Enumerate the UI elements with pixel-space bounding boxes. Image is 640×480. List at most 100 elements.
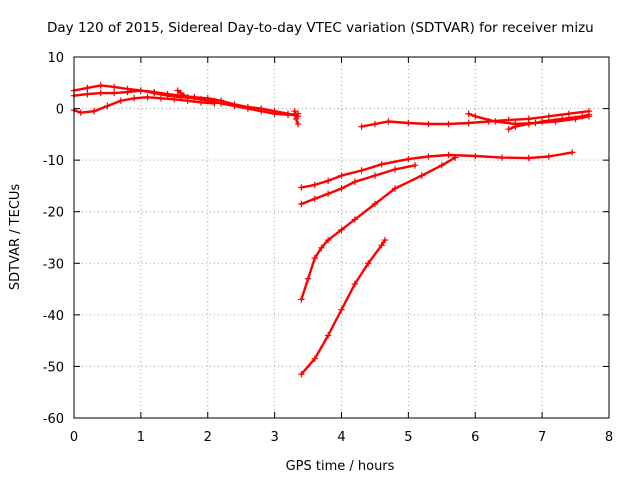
data-point-marker bbox=[311, 181, 318, 189]
data-point-marker bbox=[505, 126, 512, 133]
x-tick-label: 6 bbox=[471, 430, 479, 445]
x-tick-label: 3 bbox=[270, 430, 278, 445]
data-point-marker bbox=[318, 244, 325, 252]
data-point-marker bbox=[351, 280, 359, 288]
data-point-marker bbox=[97, 89, 104, 97]
data-point-marker bbox=[371, 120, 379, 128]
data-point-marker bbox=[244, 105, 252, 112]
data-point-marker bbox=[558, 115, 566, 123]
series-track bbox=[298, 149, 576, 191]
data-point-marker bbox=[378, 161, 385, 168]
data-point-marker bbox=[451, 154, 459, 161]
data-point-marker bbox=[311, 254, 318, 262]
data-point-marker bbox=[338, 306, 345, 313]
data-point-marker bbox=[371, 200, 379, 208]
data-point-marker bbox=[177, 89, 185, 97]
data-point-marker bbox=[258, 107, 265, 115]
data-point-marker bbox=[137, 87, 145, 94]
x-tick-label: 5 bbox=[404, 430, 412, 445]
y-tick-label: -10 bbox=[43, 154, 64, 169]
x-tick-label: 2 bbox=[204, 430, 212, 445]
data-point-marker bbox=[311, 195, 318, 203]
series-line bbox=[72, 96, 216, 114]
data-point-marker bbox=[110, 89, 118, 97]
data-point-marker bbox=[157, 95, 165, 102]
data-point-marker bbox=[525, 120, 532, 128]
data-point-marker bbox=[465, 119, 472, 127]
data-point-marker bbox=[365, 260, 372, 267]
series-track bbox=[358, 107, 593, 130]
data-point-marker bbox=[151, 89, 158, 97]
y-tick-label: 0 bbox=[56, 103, 64, 118]
y-tick-label: -40 bbox=[43, 309, 64, 324]
data-point-marker bbox=[358, 167, 365, 174]
data-point-marker bbox=[418, 172, 425, 179]
data-series bbox=[70, 82, 593, 378]
series-track bbox=[298, 162, 419, 208]
data-point-marker bbox=[311, 355, 318, 362]
y-tick-label: -30 bbox=[43, 257, 64, 272]
data-point-marker bbox=[405, 155, 412, 163]
data-point-marker bbox=[90, 107, 98, 115]
data-point-marker bbox=[425, 153, 432, 160]
data-point-marker bbox=[184, 94, 191, 101]
data-point-marker bbox=[292, 115, 300, 123]
data-point-marker bbox=[445, 120, 452, 128]
data-point-marker bbox=[298, 200, 305, 208]
data-point-marker bbox=[130, 95, 138, 102]
data-point-marker bbox=[512, 123, 519, 130]
data-point-marker bbox=[284, 111, 292, 118]
data-point-marker bbox=[110, 83, 118, 91]
data-point-marker bbox=[298, 184, 305, 191]
data-point-marker bbox=[411, 162, 419, 169]
series-track bbox=[70, 87, 302, 118]
data-point-marker bbox=[405, 119, 412, 127]
data-point-marker bbox=[231, 102, 238, 110]
data-point-marker bbox=[291, 107, 298, 115]
axis-ticks: 0 1 2 3 4 5 6 7 8 -60 -50 -40 -30 -20 -10 0 10 bbox=[43, 51, 613, 445]
data-point-marker bbox=[104, 102, 111, 110]
data-point-marker bbox=[117, 97, 125, 105]
data-point-marker bbox=[124, 88, 131, 96]
y-axis-label: SDTVAR / TECUs bbox=[8, 184, 23, 291]
series-track bbox=[298, 154, 459, 303]
data-point-marker bbox=[338, 226, 345, 233]
data-point-marker bbox=[324, 332, 332, 339]
x-tick-label: 4 bbox=[337, 430, 345, 445]
series-line bbox=[300, 238, 387, 376]
data-point-marker bbox=[217, 100, 225, 107]
data-point-marker bbox=[84, 84, 91, 92]
data-point-marker bbox=[144, 94, 151, 101]
data-point-marker bbox=[171, 96, 178, 103]
data-point-marker bbox=[304, 275, 312, 282]
data-point-marker bbox=[298, 296, 305, 303]
data-point-marker bbox=[472, 152, 479, 160]
data-point-marker bbox=[579, 113, 586, 120]
data-point-marker bbox=[569, 149, 576, 156]
x-tick-label: 0 bbox=[70, 430, 78, 445]
data-point-marker bbox=[545, 153, 553, 160]
data-point-marker bbox=[351, 216, 359, 223]
x-tick-label: 1 bbox=[137, 430, 145, 445]
data-point-marker bbox=[338, 172, 345, 179]
data-point-marker bbox=[472, 113, 479, 120]
data-point-marker bbox=[525, 154, 532, 162]
data-point-marker bbox=[371, 172, 379, 179]
data-point-marker bbox=[465, 110, 472, 117]
data-point-marker bbox=[77, 109, 84, 116]
data-point-marker bbox=[97, 82, 104, 89]
data-point-marker bbox=[545, 113, 553, 120]
series-line bbox=[300, 156, 457, 301]
x-tick-label: 8 bbox=[605, 430, 613, 445]
y-tick-label: -20 bbox=[43, 206, 64, 221]
y-tick-label: -60 bbox=[43, 412, 64, 427]
data-point-marker bbox=[391, 185, 399, 192]
data-point-marker bbox=[381, 236, 389, 244]
y-tick-label: -50 bbox=[43, 360, 64, 375]
data-point-marker bbox=[498, 154, 506, 161]
data-point-marker bbox=[174, 87, 181, 94]
series-track bbox=[505, 111, 593, 133]
data-point-marker bbox=[438, 162, 446, 169]
data-point-marker bbox=[385, 118, 392, 125]
